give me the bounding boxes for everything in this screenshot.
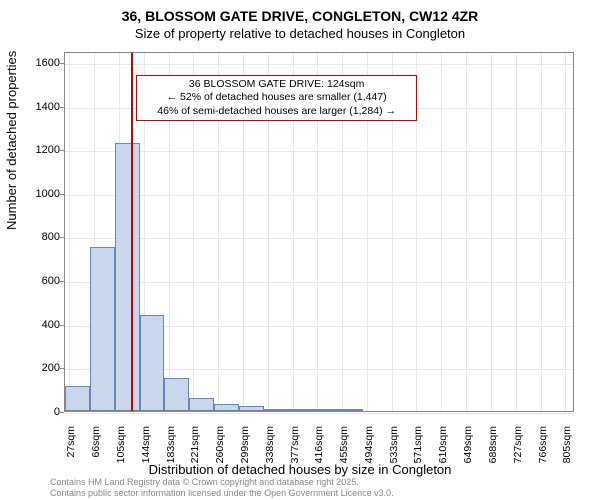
property-marker-line	[131, 53, 133, 411]
gridline-vertical	[69, 53, 70, 411]
x-tick-label: 183sqm	[165, 426, 177, 476]
gridline-vertical	[541, 53, 542, 411]
x-tick-label: 260sqm	[214, 426, 226, 476]
annotation-line-1: 36 BLOSSOM GATE DRIVE: 124sqm	[143, 78, 410, 91]
gridline-vertical	[516, 53, 517, 411]
histogram-bar	[338, 409, 363, 411]
x-tick-label: 105sqm	[115, 426, 127, 476]
histogram-bar	[164, 378, 189, 411]
gridline-horizontal	[65, 413, 573, 414]
histogram-bar	[264, 409, 289, 411]
gridline-vertical	[491, 53, 492, 411]
x-tick-label: 221sqm	[189, 426, 201, 476]
y-tick-mark	[60, 281, 64, 282]
histogram-bar	[90, 247, 115, 411]
y-tick-label: 400	[20, 319, 60, 331]
annotation-callout: 36 BLOSSOM GATE DRIVE: 124sqm← 52% of de…	[136, 75, 417, 120]
y-tick-mark	[60, 325, 64, 326]
y-tick-mark	[60, 368, 64, 369]
x-tick-label: 377sqm	[289, 426, 301, 476]
x-tick-label: 805sqm	[561, 426, 573, 476]
histogram-bar	[289, 409, 314, 411]
x-tick-label: 494sqm	[363, 426, 375, 476]
y-tick-label: 1200	[20, 144, 60, 156]
histogram-bar	[115, 143, 140, 411]
x-tick-label: 338sqm	[264, 426, 276, 476]
x-tick-label: 66sqm	[90, 426, 102, 476]
x-tick-label: 455sqm	[338, 426, 350, 476]
x-tick-label: 27sqm	[65, 426, 77, 476]
chart-plot-area: 36 BLOSSOM GATE DRIVE: 124sqm← 52% of de…	[64, 52, 574, 412]
y-tick-mark	[60, 412, 64, 413]
y-tick-label: 1000	[20, 188, 60, 200]
gridline-horizontal	[65, 151, 573, 152]
x-tick-label: 766sqm	[537, 426, 549, 476]
x-tick-label: 688sqm	[487, 426, 499, 476]
gridline-horizontal	[65, 64, 573, 65]
histogram-bar	[189, 398, 214, 411]
histogram-bar	[314, 409, 339, 411]
y-tick-label: 600	[20, 275, 60, 287]
x-tick-label: 649sqm	[462, 426, 474, 476]
y-axis-label: Number of detached properties	[4, 51, 19, 230]
histogram-bar	[140, 315, 165, 411]
x-tick-label: 727sqm	[512, 426, 524, 476]
y-tick-label: 200	[20, 362, 60, 374]
footer-attribution: Contains HM Land Registry data © Crown c…	[50, 477, 394, 498]
gridline-vertical	[565, 53, 566, 411]
y-tick-mark	[60, 237, 64, 238]
y-tick-mark	[60, 63, 64, 64]
x-tick-label: 610sqm	[437, 426, 449, 476]
gridline-vertical	[466, 53, 467, 411]
x-tick-label: 571sqm	[412, 426, 424, 476]
annotation-line-2: ← 52% of detached houses are smaller (1,…	[143, 91, 410, 104]
annotation-line-3: 46% of semi-detached houses are larger (…	[143, 105, 410, 118]
y-tick-label: 1400	[20, 101, 60, 113]
x-tick-label: 144sqm	[140, 426, 152, 476]
histogram-bar	[65, 386, 90, 411]
chart-title: 36, BLOSSOM GATE DRIVE, CONGLETON, CW12 …	[0, 8, 600, 24]
y-tick-mark	[60, 150, 64, 151]
gridline-horizontal	[65, 238, 573, 239]
gridline-vertical	[441, 53, 442, 411]
y-tick-label: 1600	[20, 57, 60, 69]
footer-line-1: Contains HM Land Registry data © Crown c…	[50, 477, 394, 487]
x-tick-label: 533sqm	[388, 426, 400, 476]
y-tick-label: 0	[20, 406, 60, 418]
histogram-bar	[214, 404, 239, 411]
y-tick-mark	[60, 107, 64, 108]
gridline-horizontal	[65, 195, 573, 196]
gridline-horizontal	[65, 282, 573, 283]
x-tick-label: 299sqm	[239, 426, 251, 476]
histogram-bar	[239, 406, 264, 411]
chart-subtitle: Size of property relative to detached ho…	[0, 26, 600, 41]
y-tick-label: 800	[20, 231, 60, 243]
x-tick-label: 416sqm	[313, 426, 325, 476]
chart-title-block: 36, BLOSSOM GATE DRIVE, CONGLETON, CW12 …	[0, 0, 600, 41]
y-tick-mark	[60, 194, 64, 195]
footer-line-2: Contains public sector information licen…	[50, 488, 394, 498]
